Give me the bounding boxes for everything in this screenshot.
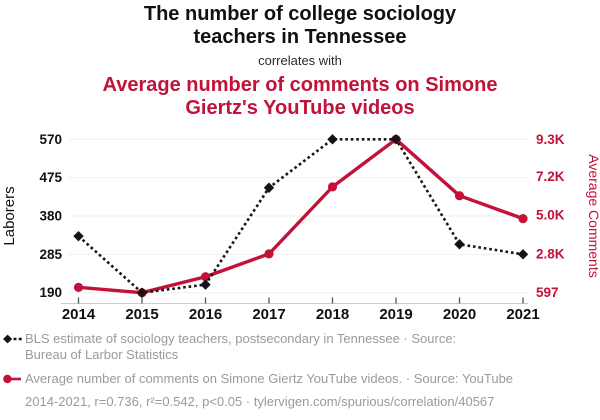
data-point-comments [518,214,528,224]
correlates-with-text: correlates with [258,53,342,68]
right-tick-label: 2.8K [536,246,565,261]
legend-footnote-spacer [3,396,22,397]
data-point-teachers [327,134,338,145]
page-title: The number of college sociology teachers… [0,3,600,49]
red-circle-marker-icon [3,374,21,384]
series-teachers [73,134,529,298]
left-axis-title: Laborers [1,186,18,245]
data-point-teachers [517,249,529,260]
stats-and-source-text: 2014-2021, r=0.736, r²=0.542, p<0.05 · t… [25,394,495,409]
x-tick-label: 2014 [62,306,96,323]
x-tick-label: 2016 [189,306,222,323]
left-tick-label: 380 [39,209,62,224]
left-tick-label: 475 [39,170,62,185]
right-tick-label: 5.0K [536,208,565,223]
left-tick-label: 570 [39,132,62,147]
data-point-teachers [73,230,84,242]
data-point-teachers [200,279,211,290]
x-tick-label: 2017 [252,306,285,323]
legend-item-teachers-label: BLS estimate of sociology teachers, post… [25,331,457,362]
header: The number of college sociology teachers… [0,0,600,120]
data-point-teachers [390,134,402,145]
data-point-comments [73,282,84,292]
left-tick-label: 285 [39,247,62,262]
data-point-comments [327,182,338,192]
legend-footnote-row: 2014-2021, r=0.736, r²=0.542, p<0.05 · t… [3,394,494,410]
right-tick-label: 7.2K [536,169,565,184]
data-point-teachers [263,182,275,193]
x-tick-label: 2019 [379,306,412,323]
gridlines [69,138,528,294]
right-tick-label: 597 [536,285,559,300]
left-tick-label: 190 [39,285,62,300]
secondary-title-line2: Giertz's YouTube videos [185,97,415,119]
page-title-line1: The number of college sociology [143,3,457,25]
legend-item-comments: Average number of comments on Simone Gie… [3,371,513,387]
data-point-teachers [136,287,148,298]
data-point-comments [264,249,274,259]
x-tick-label: 2020 [443,306,476,323]
left-axis-tick-labels: 190 285 380 475 570 [39,132,62,300]
x-tick-label: 2015 [125,306,158,323]
legend-item-comments-label: Average number of comments on Simone Gie… [25,371,514,386]
right-tick-label: 9.3K [536,132,565,147]
data-point-teachers [454,239,465,250]
black-diamond-marker-icon [3,334,22,344]
page-title-line2: teachers in Tennessee [193,26,407,48]
legend-item-teachers: BLS estimate of sociology teachers, post… [3,331,456,363]
right-axis-tick-labels: 597 2.8K 5.0K 7.2K 9.3K [536,132,565,300]
x-axis: 2014 2015 2016 2017 2018 2019 2020 2021 [61,297,540,323]
right-axis-title: Average Comments [586,154,600,277]
x-tick-label: 2018 [316,306,349,323]
data-point-comments [454,191,465,201]
secondary-title: Average number of comments on Simone Gie… [0,74,600,120]
secondary-title-line1: Average number of comments on Simone [102,74,498,96]
x-tick-label: 2021 [506,306,539,323]
